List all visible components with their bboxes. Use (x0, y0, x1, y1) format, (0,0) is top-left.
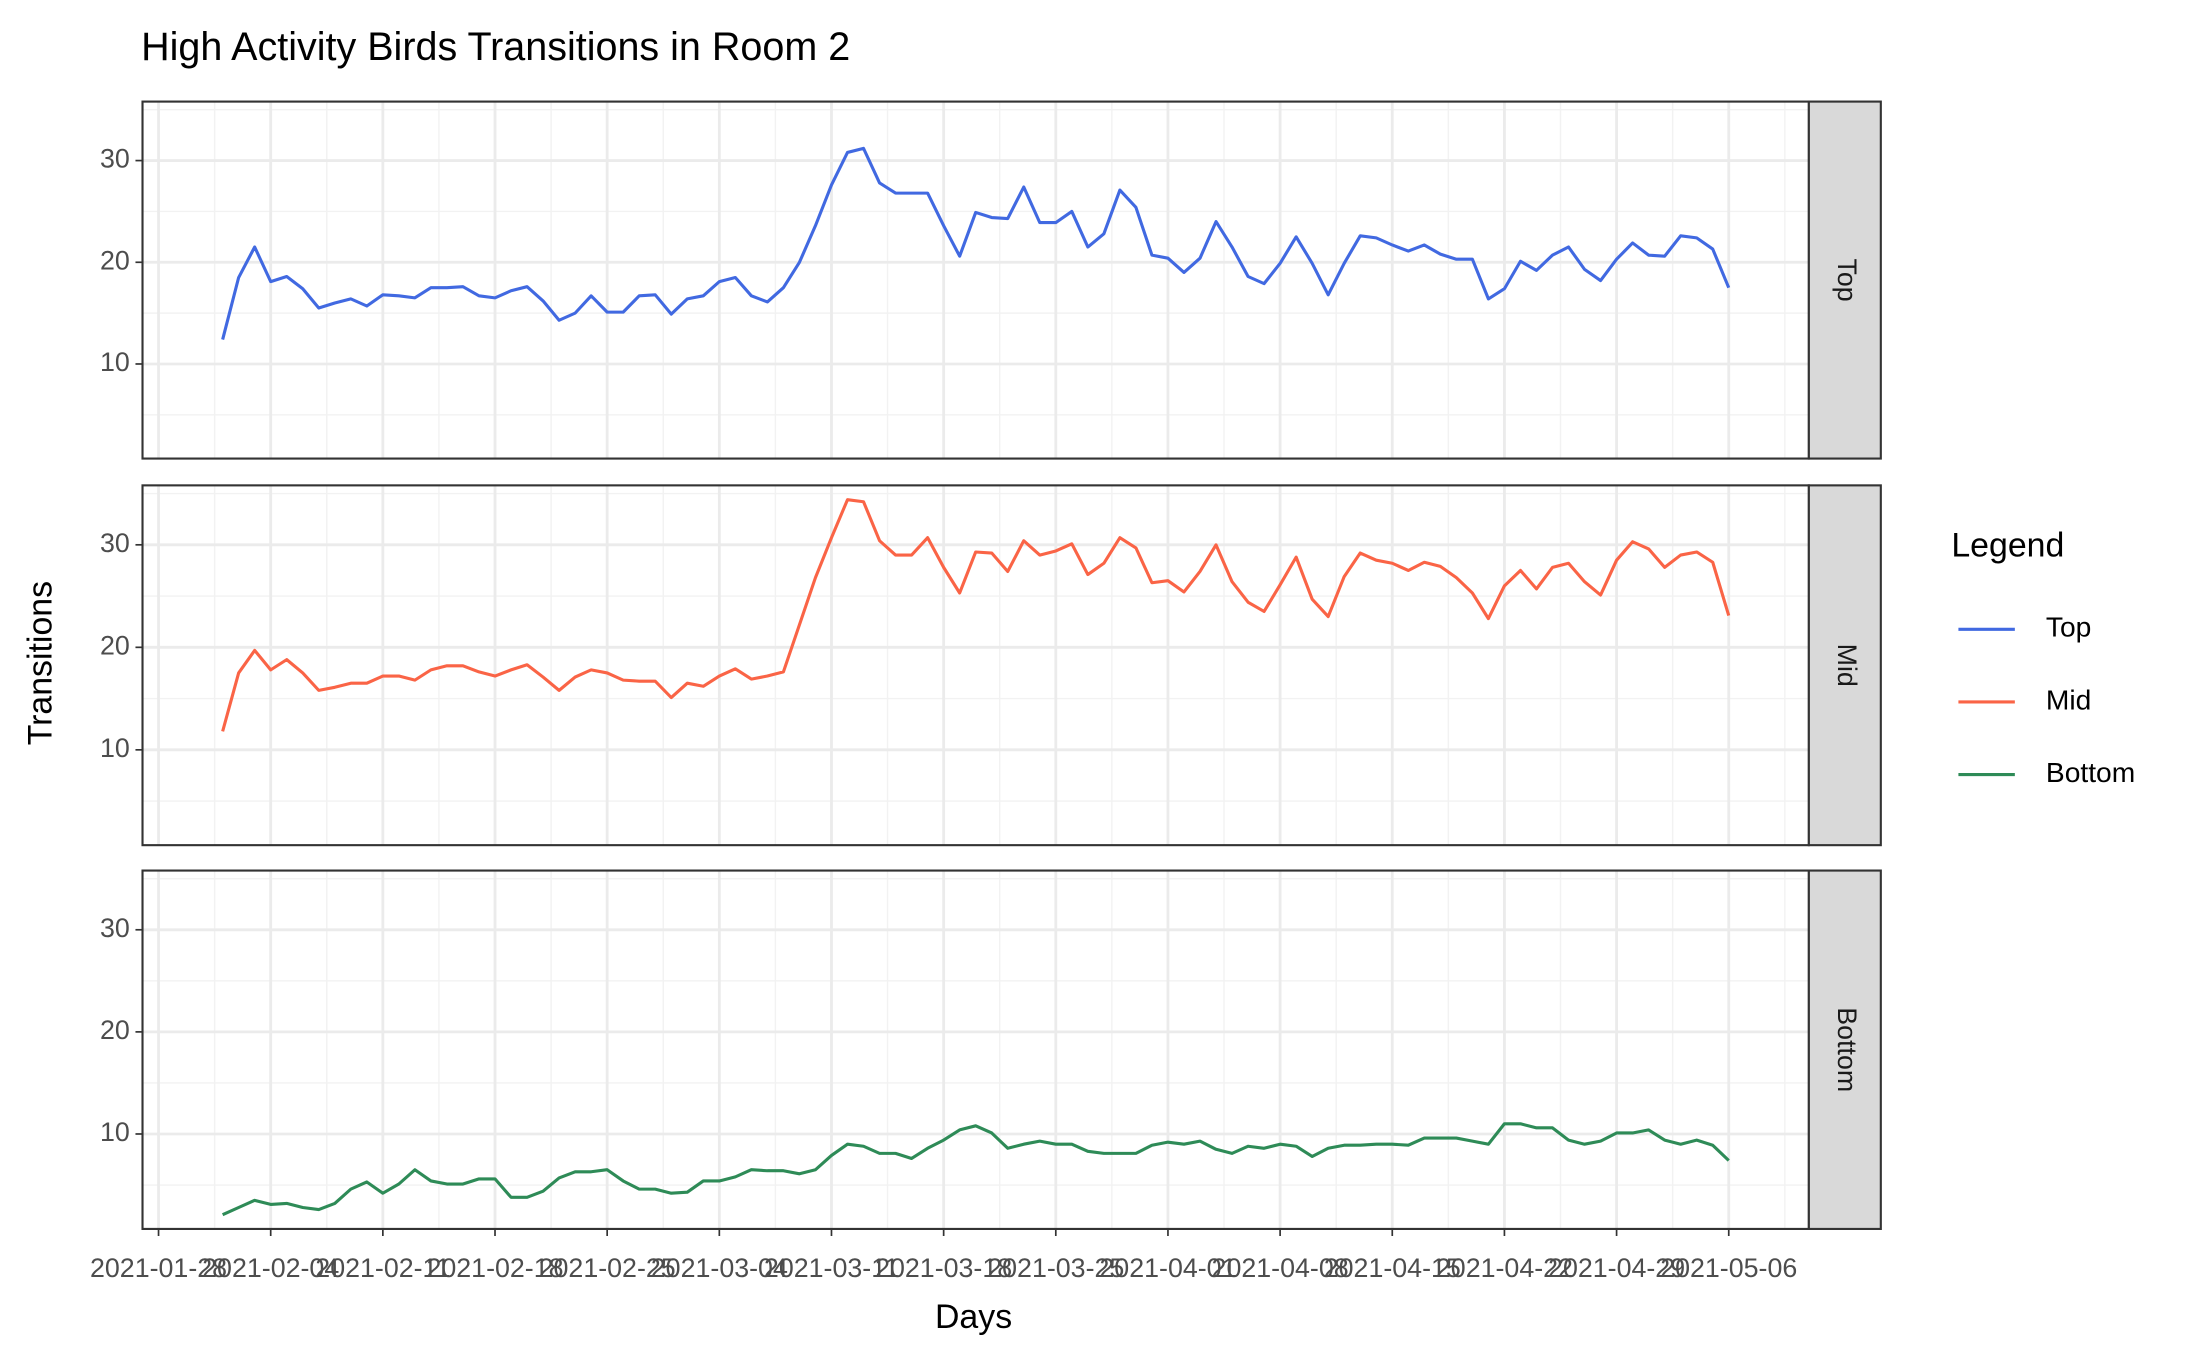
legend-label: Mid (2046, 683, 2091, 715)
y-tick-label: 20 (100, 1015, 130, 1045)
x-tick-label: 2021-01-28 (90, 1253, 227, 1283)
x-tick-label: 2021-02-11 (315, 1253, 450, 1283)
panel (142, 870, 1809, 1229)
x-axis-label: Days (935, 1298, 1012, 1336)
x-tick-label: 2021-03-04 (651, 1253, 788, 1283)
strip (1807, 100, 1882, 460)
strip (1807, 869, 1882, 1230)
x-tick-label: 2021-03-18 (875, 1253, 1012, 1283)
x-tick-label: 2021-04-01 (1099, 1253, 1236, 1283)
x-tick-label: 2021-04-08 (1212, 1253, 1349, 1283)
line (221, 1122, 1730, 1217)
y-tick-label: 30 (100, 144, 130, 174)
y-tick-label: 10 (100, 347, 130, 377)
y-axis-label: Transitions (21, 581, 59, 745)
chart-title: High Activity Birds Transitions in Room … (141, 25, 850, 69)
x-tick-label: 2021-02-18 (426, 1253, 563, 1283)
x-tick-label: 2021-04-29 (1548, 1253, 1685, 1283)
x-tick-label: 2021-03-25 (987, 1253, 1124, 1283)
strip (1807, 484, 1882, 847)
legend-title: Legend (1951, 526, 2064, 564)
y-tick-label: 10 (100, 733, 130, 763)
x-tick-label: 2021-04-15 (1324, 1253, 1461, 1283)
x-tick-label: 2021-02-04 (202, 1253, 339, 1283)
legend-label: Bottom (2046, 756, 2135, 788)
y-tick-label: 20 (100, 245, 130, 275)
strip-label: Top (1832, 258, 1862, 301)
x-tick-label: 2021-04-22 (1436, 1253, 1573, 1283)
x-tick-label: 2021-03-11 (764, 1253, 899, 1283)
panel (142, 485, 1809, 846)
y-tick-label: 10 (100, 1117, 130, 1147)
y-tick-label: 20 (100, 630, 130, 660)
line (221, 498, 1731, 732)
panel (142, 101, 1809, 459)
x-tick-label: 2021-05-06 (1660, 1253, 1797, 1283)
legend-label: Top (2046, 611, 2091, 643)
y-tick-label: 30 (100, 913, 130, 943)
strip-label: Bottom (1832, 1007, 1862, 1092)
x-tick-label: 2021-02-25 (539, 1253, 676, 1283)
strip-label: Mid (1832, 644, 1862, 687)
y-tick-label: 30 (100, 528, 130, 558)
line (221, 146, 1731, 340)
